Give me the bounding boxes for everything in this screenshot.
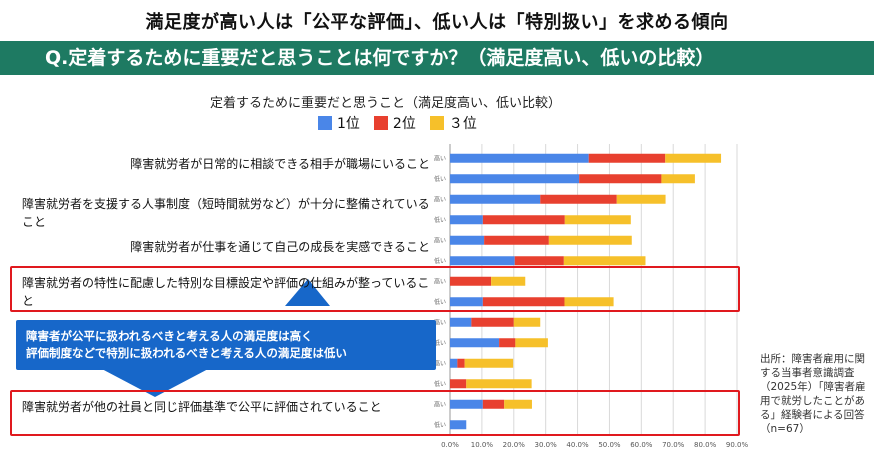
bar-segment-rank3 (616, 194, 666, 204)
bar-segment-rank3 (491, 276, 526, 286)
bar-segment-rank2 (579, 174, 662, 184)
row-label: 低い (434, 421, 446, 429)
bar-segment-rank3 (466, 379, 532, 389)
x-tick-label: 90.0% (726, 441, 749, 449)
legend-swatch-rank2 (373, 116, 388, 130)
bar-segment-rank1 (450, 174, 580, 184)
row-label: 高い (434, 236, 446, 244)
item-label-growth: 障害就労者が仕事を通じて自己の成長を実感できること (130, 240, 430, 254)
row-label: 高い (434, 400, 446, 408)
row-label: 低い (434, 175, 446, 183)
bar-segment-rank2 (450, 276, 492, 286)
question-text: Q.定着するために重要だと思うことは何ですか？（満足度高い、低いの比較） (45, 47, 715, 69)
bar-segment-rank1 (450, 358, 458, 368)
source-text: 出所：障害者雇用に関する当事者意識調査（2025年）「障害者雇用で就労したことが… (760, 353, 866, 421)
sample-size: （n=67） (760, 423, 810, 435)
callout-line2: 評価制度などで特別に扱われるべきと考える人の満足度は低い (26, 346, 347, 360)
chart-legend: 1位 2位 ３位 (318, 113, 491, 133)
legend-label-rank1: 1位 (337, 116, 360, 132)
bar-segment-rank2 (484, 235, 549, 245)
chart-title: 定着するために重要だと思うこと（満足度高い、低い比較） (210, 96, 562, 111)
x-tick-label: 80.0% (694, 441, 717, 449)
item-label-consultation: 障害就労者が日常的に相談できる相手が職場にいること (130, 157, 430, 171)
highlight-box-special (10, 266, 740, 312)
bar-segment-rank2 (499, 338, 516, 348)
legend-swatch-rank1 (318, 116, 332, 130)
bar-segment-rank2 (471, 317, 514, 327)
bar-segment-rank3 (661, 174, 695, 184)
x-tick-label: 20.0% (503, 441, 526, 449)
callout-box: 障害者が公平に扱われるべきと考える人の満足度は高く 評価制度などで特別に扱われる… (16, 320, 436, 370)
x-tick-label: 10.0% (471, 441, 494, 449)
row-label: 高い (434, 277, 446, 285)
bar-segment-rank1 (450, 338, 500, 348)
bar-segment-rank3 (564, 215, 631, 225)
bar-segment-rank3 (563, 256, 646, 266)
legend-swatch-rank3 (429, 116, 444, 130)
bar-segment-rank2 (482, 297, 565, 307)
bar-segment-rank1 (450, 420, 467, 430)
legend-label-rank3: ３位 (448, 116, 477, 132)
bar-segment-rank3 (504, 399, 532, 409)
bar-segment-rank2 (588, 153, 666, 163)
bar-segment-rank2 (514, 256, 564, 266)
legend-item-rank1: 1位 (318, 113, 360, 133)
x-tick-label: 60.0% (630, 441, 653, 449)
row-label: 高い (434, 359, 446, 367)
bar-segment-rank1 (450, 256, 515, 266)
bar-segment-rank3 (464, 358, 514, 368)
x-tick-label: 30.0% (535, 441, 558, 449)
bar-segment-rank2 (457, 358, 465, 368)
x-tick-label: 0.0% (441, 441, 459, 449)
bar-segment-rank1 (450, 317, 472, 327)
legend-label-rank2: 2位 (392, 116, 416, 132)
headline: 満足度が高い人は「公平な評価」、低い人は「特別扱い」を求める傾向 (145, 12, 729, 33)
row-label: 高い (434, 154, 446, 162)
x-tick-label: 50.0% (598, 441, 621, 449)
bar-segment-rank1 (450, 153, 589, 163)
question-bar: Q.定着するために重要だと思うことは何ですか？（満足度高い、低いの比較） (0, 41, 874, 75)
bar-segment-rank1 (450, 215, 483, 225)
bar-segment-rank2 (482, 215, 565, 225)
callout-arrow-up (285, 279, 330, 306)
row-label: 低い (434, 257, 446, 265)
callout-line1: 障害者が公平に扱われるべきと考える人の満足度は高く (26, 329, 313, 343)
bar-segment-rank1 (450, 399, 483, 409)
legend-item-rank2: 2位 (373, 113, 416, 133)
item-label-special-evaluation: 障害就労者の特性に配慮した特別な目標設定や評価の仕組みが整っていること (22, 276, 430, 308)
x-tick-label: 70.0% (662, 441, 685, 449)
bar-segment-rank3 (564, 297, 614, 307)
source-note: 出所：障害者雇用に関する当事者意識調査（2025年）「障害者雇用で就労したことが… (760, 352, 870, 436)
row-label: 高い (434, 195, 446, 203)
bar-segment-rank1 (450, 235, 485, 245)
bar-segment-rank1 (450, 297, 483, 307)
row-label: 低い (434, 339, 446, 347)
x-tick-label: 40.0% (566, 441, 589, 449)
row-label: 低い (434, 298, 446, 306)
bar-segment-rank2 (540, 194, 617, 204)
bar-segment-rank3 (548, 235, 632, 245)
bar-segment-rank3 (665, 153, 722, 163)
bar-segment-rank3 (513, 317, 541, 327)
bar-segment-rank1 (450, 194, 541, 204)
highlight-box-fair (10, 390, 740, 436)
callout-arrow-down (100, 368, 210, 397)
legend-item-rank3: ３位 (429, 113, 477, 133)
item-label-hr-system: 障害就労者を支援する人事制度（短時間就労など）が十分に整備されていること (22, 197, 430, 229)
row-label: 低い (434, 216, 446, 224)
item-label-fair-evaluation: 障害就労者が他の社員と同じ評価基準で公平に評価されていること (22, 400, 382, 414)
bar-segment-rank2 (450, 379, 467, 389)
bar-segment-rank2 (482, 399, 505, 409)
row-label: 低い (434, 380, 446, 388)
row-label: 高い (434, 318, 446, 326)
bar-segment-rank3 (515, 338, 548, 348)
